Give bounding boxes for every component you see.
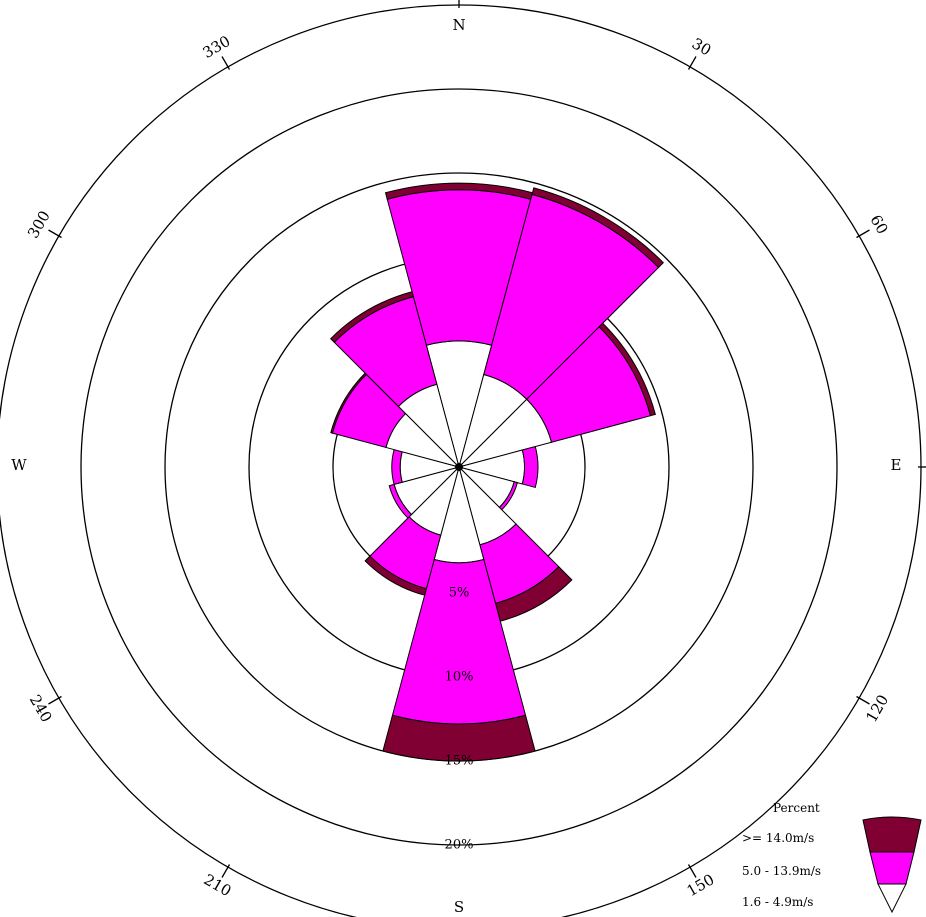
tick-210 (221, 864, 231, 878)
sector-30-bin-2 (531, 187, 665, 269)
sector-240-bin-1 (388, 483, 413, 519)
east-label: E (891, 456, 902, 474)
legend-label-mid: 5.0 - 13.9m/s (742, 864, 821, 878)
sector-330-bin-2 (329, 291, 414, 343)
tick-150 (687, 864, 697, 878)
north-label: N (452, 16, 465, 34)
west-label: W (11, 456, 27, 474)
tick-120 (856, 695, 870, 705)
radial-label-20: 20% (445, 838, 474, 853)
legend-swatch-mid (869, 851, 915, 885)
sector-90-bin-1 (521, 445, 539, 489)
radial-label-15: 15% (445, 754, 474, 769)
radial-labels: 5%10%15%20%25% (445, 586, 474, 853)
angle-label-210: 210 (201, 870, 235, 900)
wind-sectors (329, 182, 665, 762)
legend-label-high: >= 14.0m/s (742, 831, 814, 845)
angle-label-330: 330 (200, 32, 234, 62)
angle-label-240: 240 (26, 692, 56, 726)
legend-swatch-low (877, 883, 907, 914)
tick-30 (687, 56, 697, 70)
tick-300 (48, 229, 62, 239)
legend-label-low: 1.6 - 4.9m/s (742, 895, 813, 909)
radial-label-10: 10% (445, 670, 474, 685)
tick-330 (221, 56, 231, 70)
sector-180-bin-2 (382, 714, 536, 762)
radial-label-5: 5% (449, 586, 470, 601)
angle-label-120: 120 (862, 692, 892, 726)
angle-label-300: 300 (24, 208, 54, 242)
legend-swatch-high (862, 816, 922, 853)
south-label: S (454, 898, 464, 916)
angle-label-30: 30 (689, 34, 715, 59)
center-dot (455, 463, 463, 471)
legend: Percent >= 14.0m/s 5.0 - 13.9m/s 1.6 - 4… (742, 801, 922, 914)
angle-label-60: 60 (866, 212, 891, 238)
sector-60-bin-2 (598, 322, 656, 417)
sector-210-bin-2 (364, 555, 428, 596)
legend-title: Percent (773, 801, 820, 815)
tick-60 (856, 229, 870, 239)
tick-240 (48, 695, 62, 705)
sector-270-bin-1 (391, 448, 403, 486)
angle-label-150: 150 (684, 870, 718, 900)
ring-20 (80, 88, 838, 846)
